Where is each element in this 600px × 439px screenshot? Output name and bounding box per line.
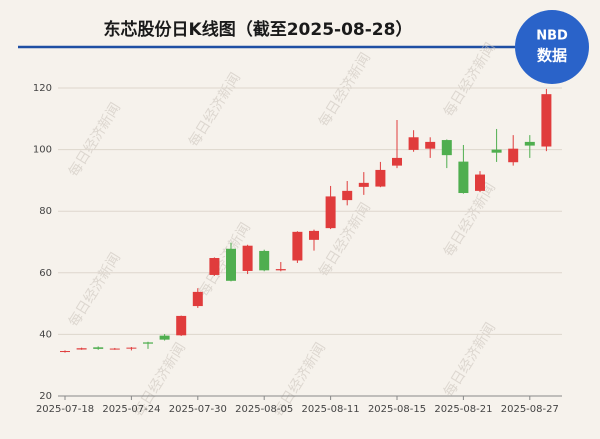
candle-body	[475, 174, 485, 191]
x-tick-label: 2025-08-15	[368, 404, 426, 415]
candle-body	[408, 137, 419, 150]
candle-body	[159, 335, 170, 340]
x-tick-label: 2025-07-30	[169, 404, 227, 415]
candle-body	[358, 182, 369, 187]
chart-title: 东芯股份日K线图（截至2025-08-28）	[104, 19, 413, 40]
y-tick-label: 100	[33, 145, 52, 156]
candle-body	[491, 149, 502, 153]
candle-body	[458, 161, 469, 194]
candle-body	[508, 148, 519, 163]
logo-bottom: 数据	[537, 47, 567, 65]
candle-body	[292, 231, 303, 261]
candle-body	[259, 250, 270, 271]
candle-body	[176, 315, 187, 336]
candle-body	[109, 348, 120, 350]
y-tick-label: 120	[33, 83, 52, 94]
candle-body	[242, 245, 253, 271]
candle-body	[226, 248, 236, 281]
candle-body	[126, 347, 137, 349]
candle-body	[541, 94, 552, 147]
x-tick-label: 2025-08-05	[235, 404, 293, 415]
y-tick-label: 80	[39, 206, 52, 217]
logo	[515, 10, 589, 84]
candle-body	[375, 169, 386, 187]
candle-body	[275, 269, 286, 271]
logo-top: NBD	[536, 29, 568, 44]
candle-body	[524, 141, 535, 146]
x-tick-label: 2025-08-27	[501, 404, 559, 415]
candle-body	[143, 342, 153, 344]
candle-body	[342, 190, 353, 201]
x-tick-label: 2025-07-24	[102, 404, 160, 415]
candle-body	[392, 157, 402, 166]
candle-body	[441, 140, 452, 156]
candle-body	[309, 230, 319, 240]
x-tick-label: 2025-08-11	[302, 404, 360, 415]
x-tick-label: 2025-08-21	[434, 404, 492, 415]
candle-body	[60, 351, 70, 353]
y-tick-label: 40	[39, 329, 52, 340]
y-tick-label: 20	[39, 391, 52, 402]
candle-body	[192, 291, 203, 307]
candle-body	[76, 348, 87, 350]
x-tick-label: 2025-07-18	[36, 404, 94, 415]
candle-body	[325, 196, 336, 229]
y-tick-label: 60	[39, 268, 52, 279]
candle-body	[425, 141, 436, 149]
candle-body	[209, 258, 220, 275]
candle-body	[93, 347, 104, 349]
